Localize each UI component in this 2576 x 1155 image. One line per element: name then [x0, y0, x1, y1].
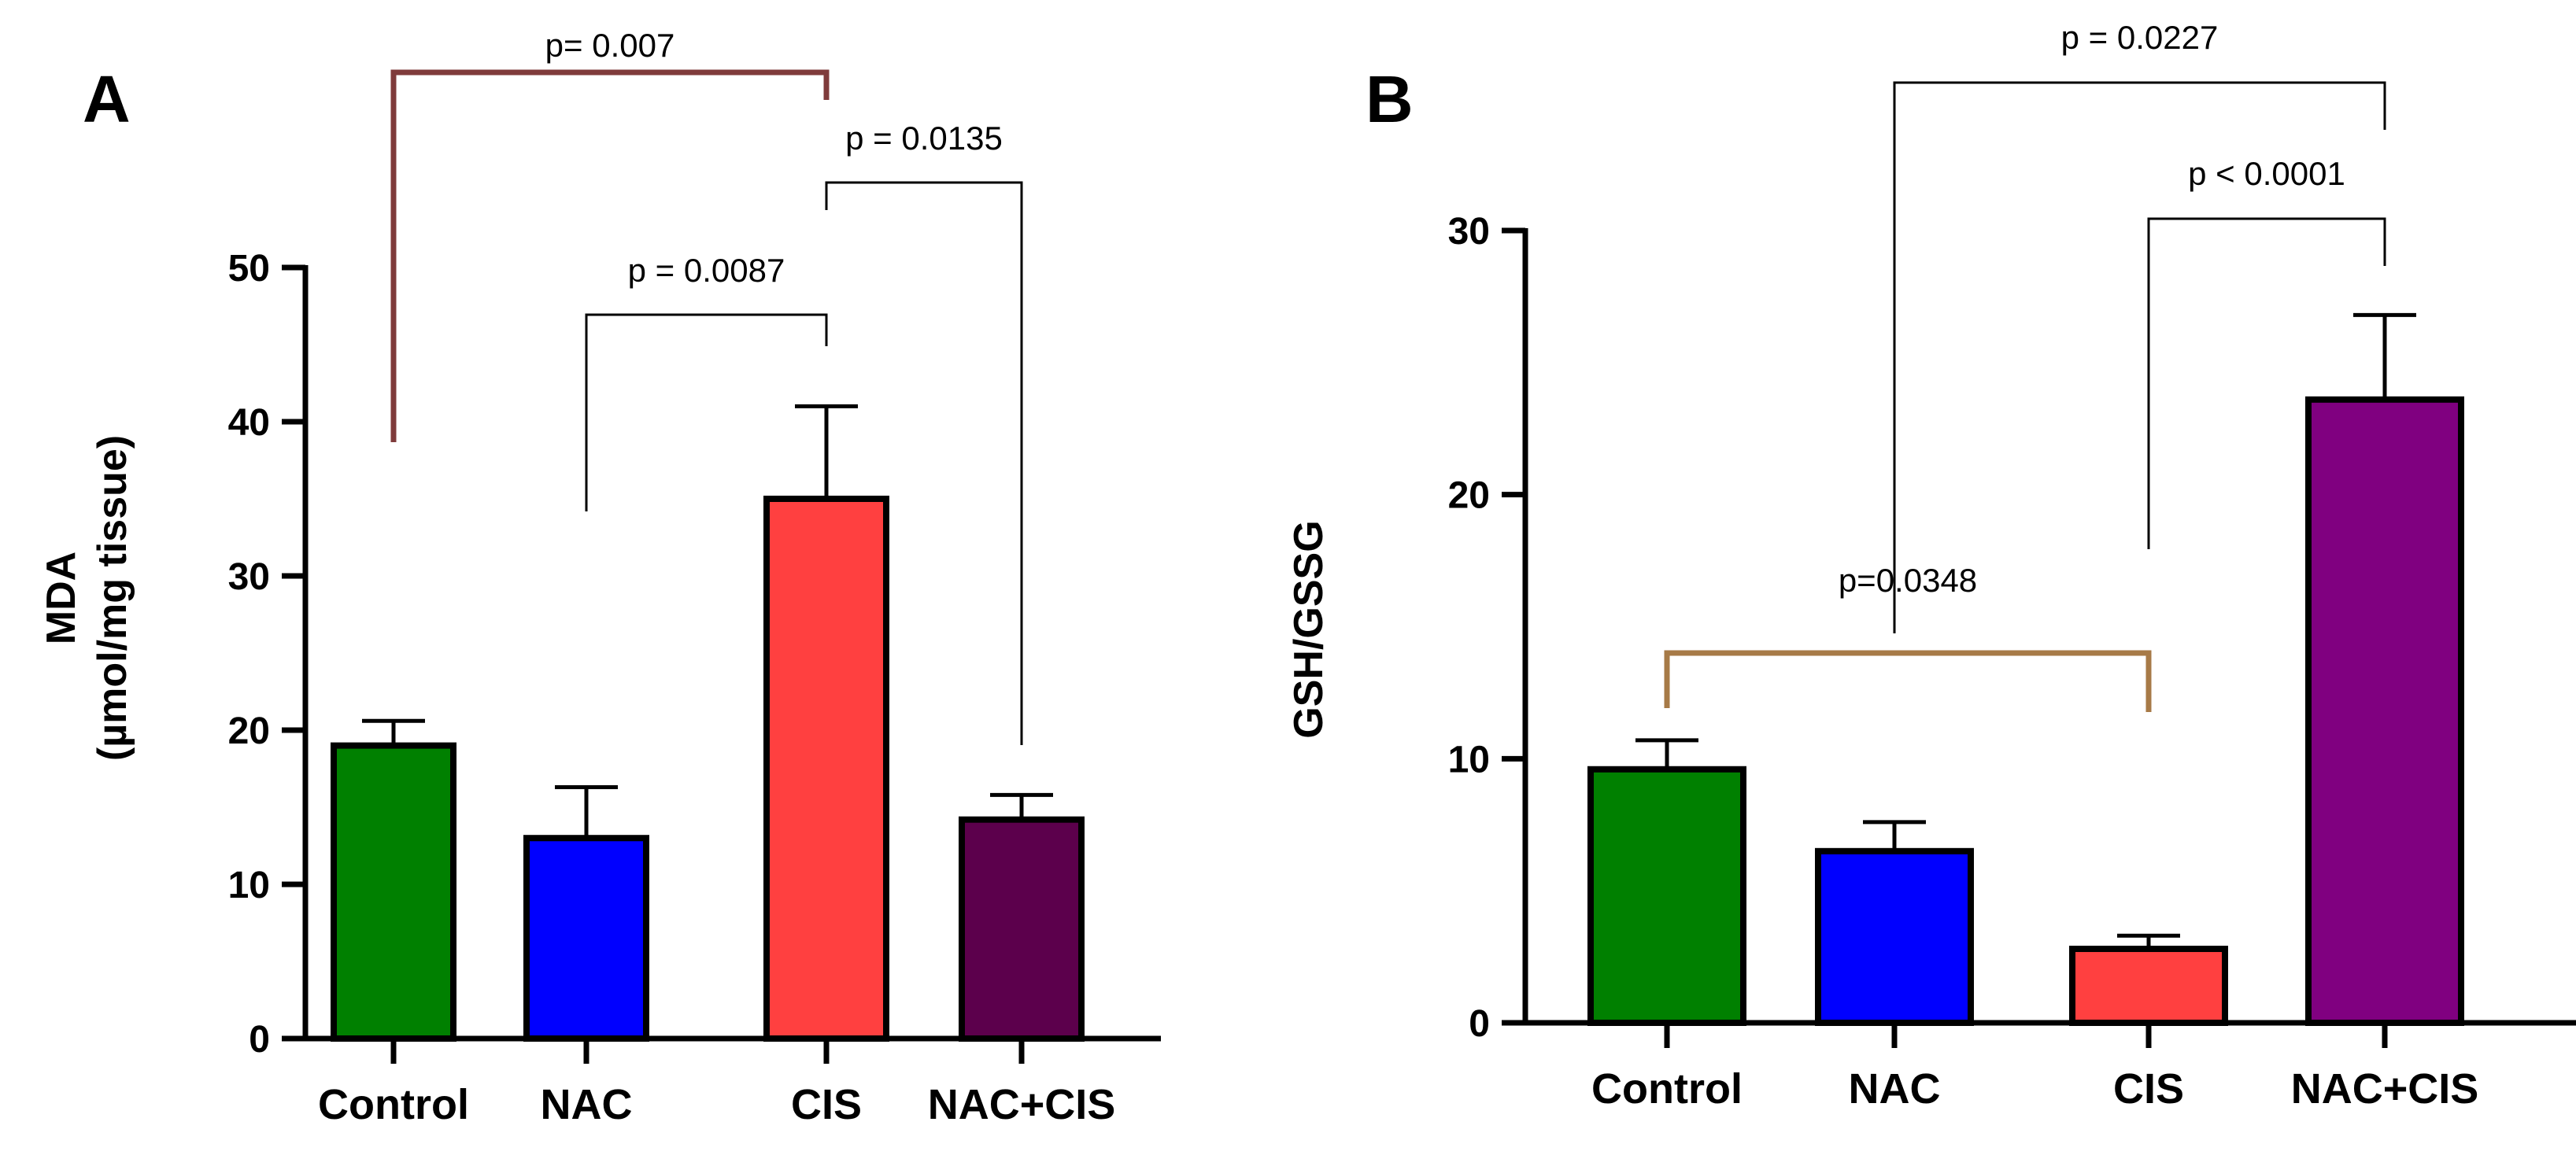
y-tick-label: 20 — [1448, 475, 1490, 517]
p-value-label: p = 0.0087 — [628, 252, 785, 289]
panel-b-chart: B GSH/GSSG 0 10 20 30 Control NAC CIS NAC+CIS p = … — [1286, 19, 2576, 1113]
significance-bracket — [390, 69, 830, 442]
bar — [2069, 946, 2228, 1026]
bar — [331, 742, 456, 1042]
p-value-label: p < 0.0001 — [2188, 155, 2345, 192]
x-tick-label: NAC — [541, 1081, 633, 1128]
bar — [763, 496, 889, 1042]
y-tick-label: 50 — [228, 248, 270, 290]
x-tick-label: CIS — [2113, 1065, 2184, 1113]
bar — [1587, 766, 1746, 1026]
x-tick-label: NAC+CIS — [2291, 1065, 2479, 1113]
bar — [523, 835, 649, 1042]
bar — [2305, 396, 2464, 1026]
bar — [959, 816, 1085, 1042]
significance-bracket — [2147, 217, 2386, 549]
x-tick-label: CIS — [791, 1081, 862, 1128]
y-tick-label: 40 — [228, 402, 270, 444]
p-value-label: p=0.0348 — [1839, 562, 1977, 599]
p-value-label: p = 0.0135 — [845, 120, 1003, 157]
significance-bracket — [1893, 81, 2386, 633]
bar — [1815, 847, 1974, 1026]
y-tick-label: 0 — [1469, 1003, 1490, 1045]
y-axis-label: MDA — [39, 552, 84, 644]
panel-letter: A — [83, 62, 131, 136]
y-tick-label: 10 — [1448, 739, 1490, 780]
y-tick-label: 30 — [1448, 211, 1490, 253]
panel-letter: B — [1366, 62, 1414, 136]
panel-a-chart: A MDA (µmol/mg tissue) 0 10 20 30 40 50 Control NA… — [39, 27, 1161, 1128]
p-value-label: p= 0.007 — [545, 27, 675, 64]
significance-bracket — [825, 181, 1023, 745]
y-tick-label: 20 — [228, 710, 270, 752]
significance-bracket — [585, 313, 828, 511]
y-axis-label: GSH/GSSG — [1286, 520, 1332, 738]
p-value-label: p = 0.0227 — [2061, 19, 2219, 56]
x-tick-label: NAC+CIS — [928, 1081, 1116, 1128]
y-tick-label: 30 — [228, 556, 270, 598]
x-tick-label: Control — [1591, 1065, 1743, 1113]
significance-bracket — [1664, 650, 2152, 712]
x-tick-label: Control — [318, 1081, 469, 1128]
y-tick-label: 0 — [249, 1019, 270, 1061]
y-axis-label: (µmol/mg tissue) — [90, 435, 135, 761]
x-tick-label: NAC — [1849, 1065, 1941, 1113]
y-tick-label: 10 — [228, 865, 270, 906]
